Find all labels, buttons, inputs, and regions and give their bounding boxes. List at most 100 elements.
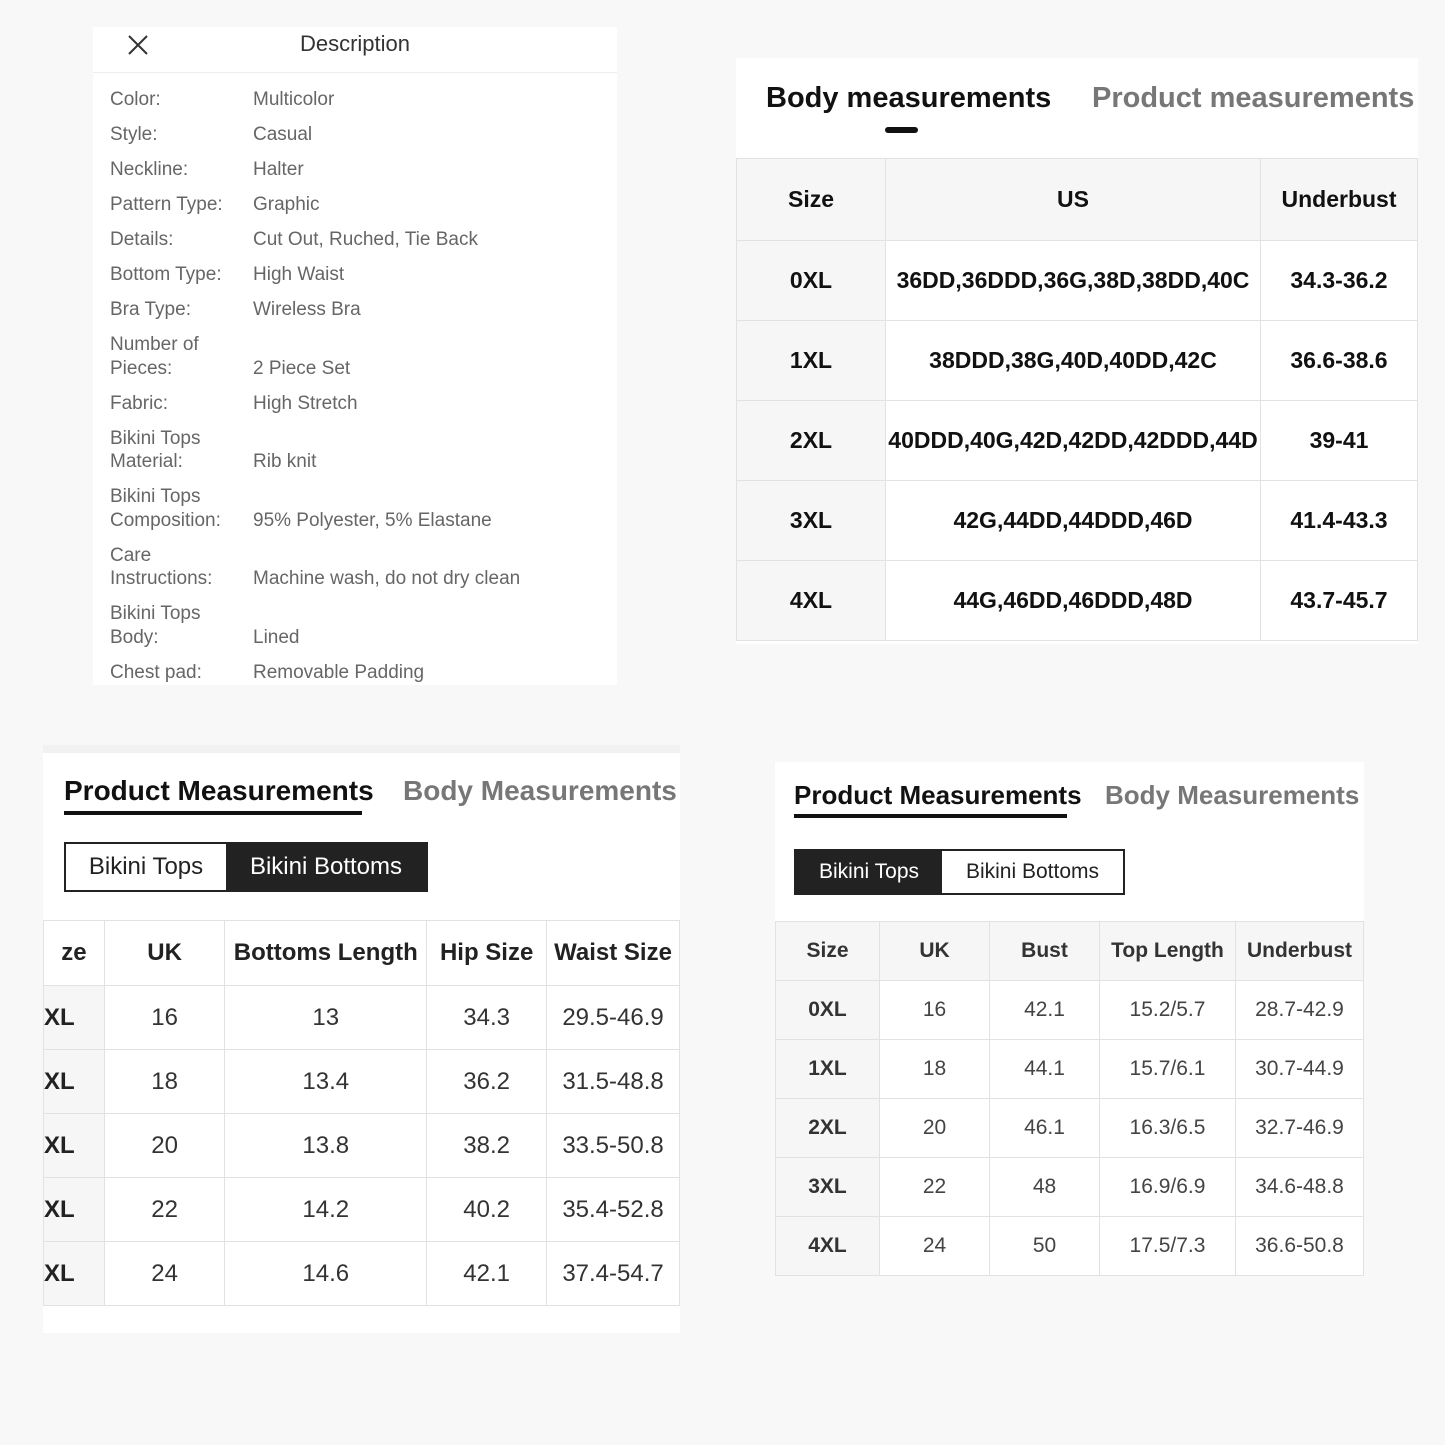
table-row: 4XL 24 50 17.5/7.3 36.6-50.8 [775,1216,1364,1276]
value-cell: 22 [103,1177,226,1242]
column-header: Waist Size [546,920,680,986]
value-cell: 18 [879,1039,990,1099]
size-table: Size UK Bust Top Length Underbust 0XL 16 42.1 15… [775,921,1364,1276]
tab[interactable]: Body measurements [766,82,1052,114]
value-cell: 13 [224,985,428,1050]
value-cell: 13.8 [224,1113,428,1178]
description-row: Bikini Tops Composition: 95% Polyester, 5… [110,485,617,544]
value-cell: 16 [879,980,990,1040]
value-cell: 29.5-46.9 [546,985,680,1050]
field-value: Wireless Bra [253,299,361,320]
toggle-button[interactable]: Bikini Tops [796,851,942,893]
description-row: Neckline: Halter [110,158,617,193]
tab-underline [64,811,362,815]
value-cell: 40.2 [426,1177,548,1242]
column-header: ze [43,920,105,986]
toggle-button[interactable]: Bikini Bottoms [226,844,426,890]
field-label: Number of Pieces: [110,334,199,379]
column-header: US [885,158,1261,241]
size-table: Size US Underbust 0XL 36DD,36DDD,36G,38D,38D… [736,158,1418,641]
toggle-button[interactable]: Bikini Bottoms [942,851,1123,893]
size-cell: 2XL [775,1098,880,1158]
size-cell: XL [43,1241,105,1306]
field-label: Details: [110,229,174,250]
header-row: ze UK Bottoms Length Hip Size Waist Size [43,920,680,986]
field-value: Machine wash, do not dry clean [253,568,521,589]
value-cell: 17.5/7.3 [1099,1216,1236,1276]
description-row: Care Instructions: Machine wash, do not d… [110,544,617,603]
value-cell: 14.2 [224,1177,428,1242]
field-value: High Waist [253,264,345,285]
value-cell: 20 [879,1098,990,1158]
description-row: Bikini Tops Material: Rib knit [110,427,617,486]
field-value: Removable Padding [253,661,425,683]
toggle-group: Bikini Tops Bikini Bottoms [794,849,1125,895]
tab[interactable]: Product Measurements [794,780,1082,810]
table-row: XL 22 14.2 40.2 35.4-52.8 [43,1177,680,1242]
field-value: Casual [253,124,313,145]
table-row: 0XL 36DD,36DDD,36G,38D,38DD,40C 34.3-36.2 [736,240,1418,321]
value-cell: 34.6-48.8 [1235,1157,1364,1217]
toggle-button[interactable]: Bikini Tops [66,844,226,890]
value-cell: 16 [103,985,226,1050]
column-header: Size [736,158,886,241]
description-title: Description [299,31,411,56]
table-row: XL 16 13 34.3 29.5-46.9 [43,985,680,1050]
size-table: ze UK Bottoms Length Hip Size Waist Size XL 16… [43,920,680,1306]
description-row: Bottom Type: High Waist [110,263,617,298]
value-cell: 39-41 [1260,400,1418,481]
value-cell: 38.2 [426,1113,548,1178]
field-label: Bikini Tops Material: [110,427,201,473]
size-cell: 4XL [775,1216,880,1276]
value-cell: 42G,44DD,44DDD,46D [885,480,1261,561]
body-measurements-panel: Body measurements Product measurements Siz… [736,58,1418,644]
column-header: UK [103,920,226,986]
size-cell: XL [43,985,105,1050]
value-cell: 22 [879,1157,990,1217]
size-cell: 3XL [775,1157,880,1217]
table-row: XL 18 13.4 36.2 31.5-48.8 [43,1049,680,1114]
description-row: Bra Type: Wireless Bra [110,298,617,333]
size-cell: 0XL [775,980,880,1040]
value-cell: 28.7-42.9 [1235,980,1364,1040]
column-header: Top Length [1099,921,1236,981]
description-row: Fabric: High Stretch [110,392,617,427]
value-cell: 18 [103,1049,226,1114]
size-cell: 2XL [736,400,886,481]
field-value: 2 Piece Set [253,357,351,379]
field-value: Multicolor [253,89,335,110]
value-cell: 36DD,36DDD,36G,38D,38DD,40C [885,240,1261,321]
value-cell: 35.4-52.8 [546,1177,680,1242]
close-icon[interactable] [127,34,149,56]
table-row: 3XL 42G,44DD,44DDD,46D 41.4-43.3 [736,480,1418,561]
column-header: Size [775,921,880,981]
tab[interactable]: Body Measurements [403,775,677,806]
value-cell: 34.3-36.2 [1260,240,1418,321]
value-cell: 36.6-50.8 [1235,1216,1364,1276]
value-cell: 41.4-43.3 [1260,480,1418,561]
value-cell: 16.9/6.9 [1099,1157,1236,1217]
size-cell: XL [43,1049,105,1114]
column-header: Bust [989,921,1100,981]
description-row: Chest pad: Removable Padding [110,661,617,686]
field-label: Bottom Type: [110,264,222,285]
field-label: Pattern Type: [110,194,223,215]
bottoms-panel: Product Measurements Body Measurements Bik… [43,745,680,1333]
value-cell: 50 [989,1216,1100,1276]
column-header: Underbust [1260,158,1418,241]
size-cell: 1XL [775,1039,880,1099]
value-cell: 42.1 [989,980,1100,1040]
table-row: XL 24 14.6 42.1 37.4-54.7 [43,1241,680,1306]
column-header: Hip Size [426,920,548,986]
value-cell: 20 [103,1113,226,1178]
tab-underline [794,814,1067,818]
tab[interactable]: Product measurements [1092,82,1415,114]
tab[interactable]: Product Measurements [64,775,374,806]
field-value: High Stretch [253,392,358,414]
size-cell: XL [43,1113,105,1178]
tab[interactable]: Body Measurements [1105,780,1360,810]
value-cell: 32.7-46.9 [1235,1098,1364,1158]
table-row: 1XL 18 44.1 15.7/6.1 30.7-44.9 [775,1039,1364,1099]
value-cell: 30.7-44.9 [1235,1039,1364,1099]
description-header: Description [93,27,617,73]
